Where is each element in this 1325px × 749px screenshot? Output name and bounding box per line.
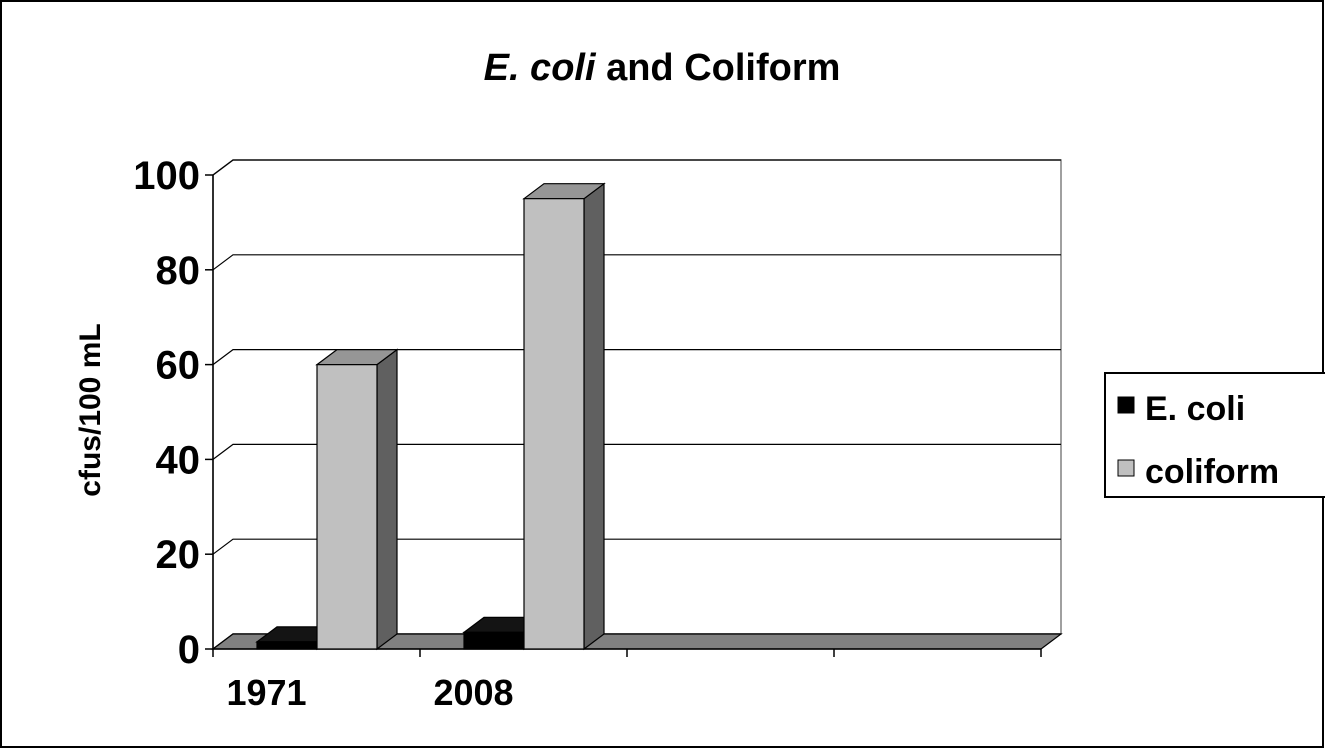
x-tick-label: 1971 bbox=[226, 672, 306, 713]
chart-title: E. coli and Coliform bbox=[484, 47, 841, 89]
y-tick-label: 0 bbox=[178, 628, 200, 672]
legend-label: E. coli bbox=[1145, 390, 1245, 428]
y-axis-label: cfus/100 mL bbox=[74, 323, 107, 496]
bar bbox=[315, 348, 399, 651]
legend-label: coliform bbox=[1145, 453, 1279, 491]
legend-swatch bbox=[1117, 459, 1135, 477]
bar bbox=[522, 182, 606, 651]
grid-line bbox=[212, 159, 1061, 176]
grid-line bbox=[212, 349, 1061, 366]
grid-line bbox=[212, 538, 1061, 555]
title-italic: E. coli bbox=[484, 47, 597, 89]
title-rest: and Coliform bbox=[606, 47, 840, 89]
grid-line bbox=[212, 443, 1061, 460]
y-tick-label: 20 bbox=[156, 533, 201, 577]
bar-front bbox=[523, 198, 585, 650]
y-tick-label: 40 bbox=[156, 438, 201, 482]
bar-front bbox=[463, 631, 525, 650]
y-tick-label: 60 bbox=[156, 344, 201, 388]
bar-side bbox=[376, 348, 398, 651]
legend bbox=[1104, 372, 1325, 498]
y-tick-label: 80 bbox=[156, 249, 201, 293]
y-tick-label: 100 bbox=[133, 154, 200, 198]
grid-line bbox=[212, 254, 1061, 271]
bar-side bbox=[583, 182, 605, 651]
bar-front bbox=[316, 364, 378, 650]
bar-front bbox=[256, 641, 318, 650]
x-tick-label: 2008 bbox=[433, 672, 513, 713]
legend-swatch bbox=[1117, 396, 1135, 414]
